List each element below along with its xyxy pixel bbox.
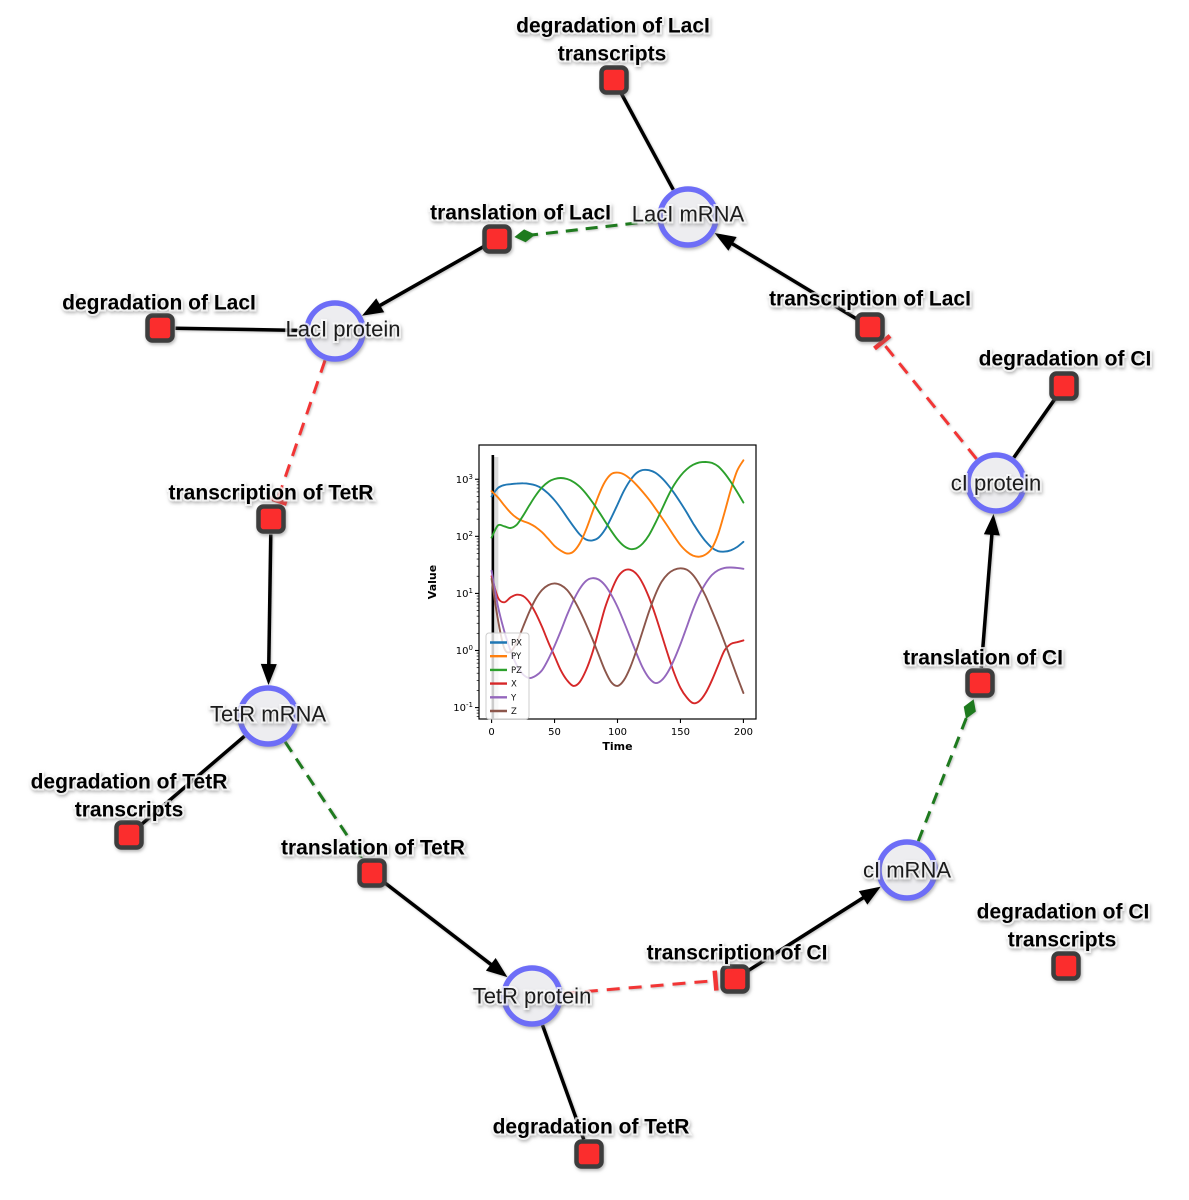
reaction-label-deg-laci-transcripts-line2: transcripts (558, 43, 667, 66)
x-tick-label: 150 (671, 727, 690, 738)
edge-reactant-laci-mrna-to-deg-laci-transcripts (619, 92, 675, 191)
reaction-node-translation-ci[interactable] (965, 668, 995, 698)
species-node-laci-protein[interactable] (304, 300, 366, 362)
legend-label-px: PX (511, 639, 522, 649)
x-tick-label: 100 (608, 727, 627, 738)
series-line-pz (490, 460, 745, 551)
species-label-tetr-mrna: TetR mRNA (210, 702, 326, 727)
reaction-label-translation-ci-line1: translation of CI (903, 647, 1063, 670)
reaction-label-deg-ci-line1: degradation of CI (979, 348, 1152, 371)
reaction-label-translation-tetr-line1: translation of TetR (281, 837, 465, 860)
species-label-laci-protein: LacI protein (286, 317, 401, 342)
series-line-py (490, 459, 745, 558)
series-line-y (490, 566, 745, 685)
edge-line (979, 525, 995, 668)
species-label-laci-mrna: LacI mRNA (632, 202, 745, 227)
reaction-label-deg-ci-transcripts-line1: degradation of CI (977, 901, 1150, 924)
reaction-label-transcription-tetr-line1: transcription of TetR (169, 482, 374, 505)
species-label-tetr-protein: TetR protein (473, 984, 592, 1009)
legend-label-y: Y (510, 693, 517, 703)
edge-line (266, 534, 273, 674)
species-label-ci-protein: cI protein (951, 471, 1042, 496)
edge-inhibitor-laci-protein-to-transcription-tetr (267, 359, 327, 506)
legend-label-x: X (511, 680, 517, 690)
nodes-layer (114, 65, 1081, 1169)
y-axis-label: Value (426, 565, 439, 599)
legend-label-py: PY (511, 652, 522, 662)
reaction-label-translation-laci-line1: translation of LacI (430, 202, 611, 225)
edge-line (747, 891, 872, 973)
reaction-label-deg-tetr-transcripts-line2: transcripts (75, 799, 184, 822)
x-tick-label: 50 (548, 727, 561, 738)
reaction-label-deg-laci-transcripts-line1: degradation of LacI (516, 15, 710, 38)
edge-product-transcription-tetr-to-tetr-mrna (260, 534, 277, 686)
reaction-node-translation-tetr[interactable] (357, 858, 387, 888)
edges-layer (139, 92, 1057, 1141)
x-axis-label: Time (602, 740, 632, 753)
reaction-label-deg-laci-line1: degradation of LacI (62, 292, 256, 315)
edge-reactant-tetr-protein-to-deg-tetr (540, 1024, 586, 1141)
species-label-ci-mrna: cI mRNA (863, 858, 951, 883)
x-tick-label: 0 (488, 727, 494, 738)
edge-product-translation-laci-to-laci-protein (361, 245, 485, 316)
timeseries-inset-chart: 10-1 100 101 102 103 0 50 100 150 200 Time Value PX P… (422, 438, 767, 758)
reaction-label-deg-tetr-line1: degradation of TetR (493, 1116, 690, 1139)
species-node-laci-mrna[interactable] (657, 186, 719, 248)
edge-line (371, 245, 485, 312)
reaction-node-deg-laci[interactable] (145, 313, 175, 343)
species-node-ci-mrna[interactable] (876, 839, 938, 901)
labels-layer: LacI mRNA LacI protein cI protein TetR mRNA… (29, 13, 1154, 1141)
reaction-node-deg-ci[interactable] (1049, 371, 1079, 401)
edge-product-transcription-ci-to-ci-mrna (747, 886, 881, 973)
series-line-z (490, 567, 745, 694)
edge-line (383, 881, 500, 972)
plot-area (490, 455, 745, 719)
reaction-node-deg-laci-transcripts[interactable] (599, 65, 629, 95)
edge-modifier-laci-mrna-to-translation-laci (514, 219, 658, 243)
reaction-node-transcription-ci[interactable] (720, 964, 750, 994)
edge-product-translation-ci-to-ci-protein (979, 513, 1000, 668)
chart-legend: PX PY PZ XYZ (485, 632, 530, 720)
reaction-label-deg-tetr-transcripts-line1: degradation of TetR (31, 771, 228, 794)
edge-line (723, 237, 858, 321)
edge-product-translation-tetr-to-tetr-protein (383, 881, 508, 978)
edge-modifier-tetr-mrna-to-translation-tetr (283, 741, 363, 859)
reaction-label-transcription-laci-line1: transcription of LacI (769, 288, 971, 311)
plot-frame (478, 444, 757, 720)
edge-product-transcription-laci-to-laci-mrna (714, 233, 858, 321)
edge-inhibitor-ci-protein-to-transcription-laci (873, 334, 978, 460)
x-tick-label: 200 (734, 727, 753, 738)
reaction-node-translation-laci[interactable] (482, 224, 512, 254)
species-node-ci-protein[interactable] (965, 452, 1027, 514)
reaction-node-transcription-laci[interactable] (855, 312, 885, 342)
reaction-node-deg-ci-transcripts[interactable] (1051, 951, 1081, 981)
series-line-x (490, 568, 745, 705)
species-node-tetr-protein[interactable] (501, 965, 563, 1027)
edge-modifier-ci-mrna-to-translation-ci (916, 699, 976, 842)
reaction-node-deg-tetr-transcripts[interactable] (114, 820, 144, 850)
reaction-label-deg-ci-transcripts-line2: transcripts (1008, 929, 1117, 952)
species-node-tetr-mrna[interactable] (237, 685, 299, 747)
chart-background (422, 438, 767, 758)
legend-label-pz: PZ (511, 666, 522, 676)
series-line-px (490, 468, 745, 553)
edge-reactant-laci-protein-to-deg-laci (175, 326, 305, 333)
reaction-label-transcription-ci-line1: transcription of CI (647, 942, 828, 965)
legend-label-z: Z (511, 707, 517, 717)
edge-reactant-tetr-mrna-to-deg-tetr-transcripts (139, 734, 246, 827)
reaction-node-transcription-tetr[interactable] (256, 504, 286, 534)
edge-inhibitor-tetr-protein-to-transcription-ci (562, 970, 719, 995)
edge-reactant-ci-protein-to-deg-ci (1012, 397, 1057, 459)
reaction-node-deg-tetr[interactable] (574, 1139, 604, 1169)
